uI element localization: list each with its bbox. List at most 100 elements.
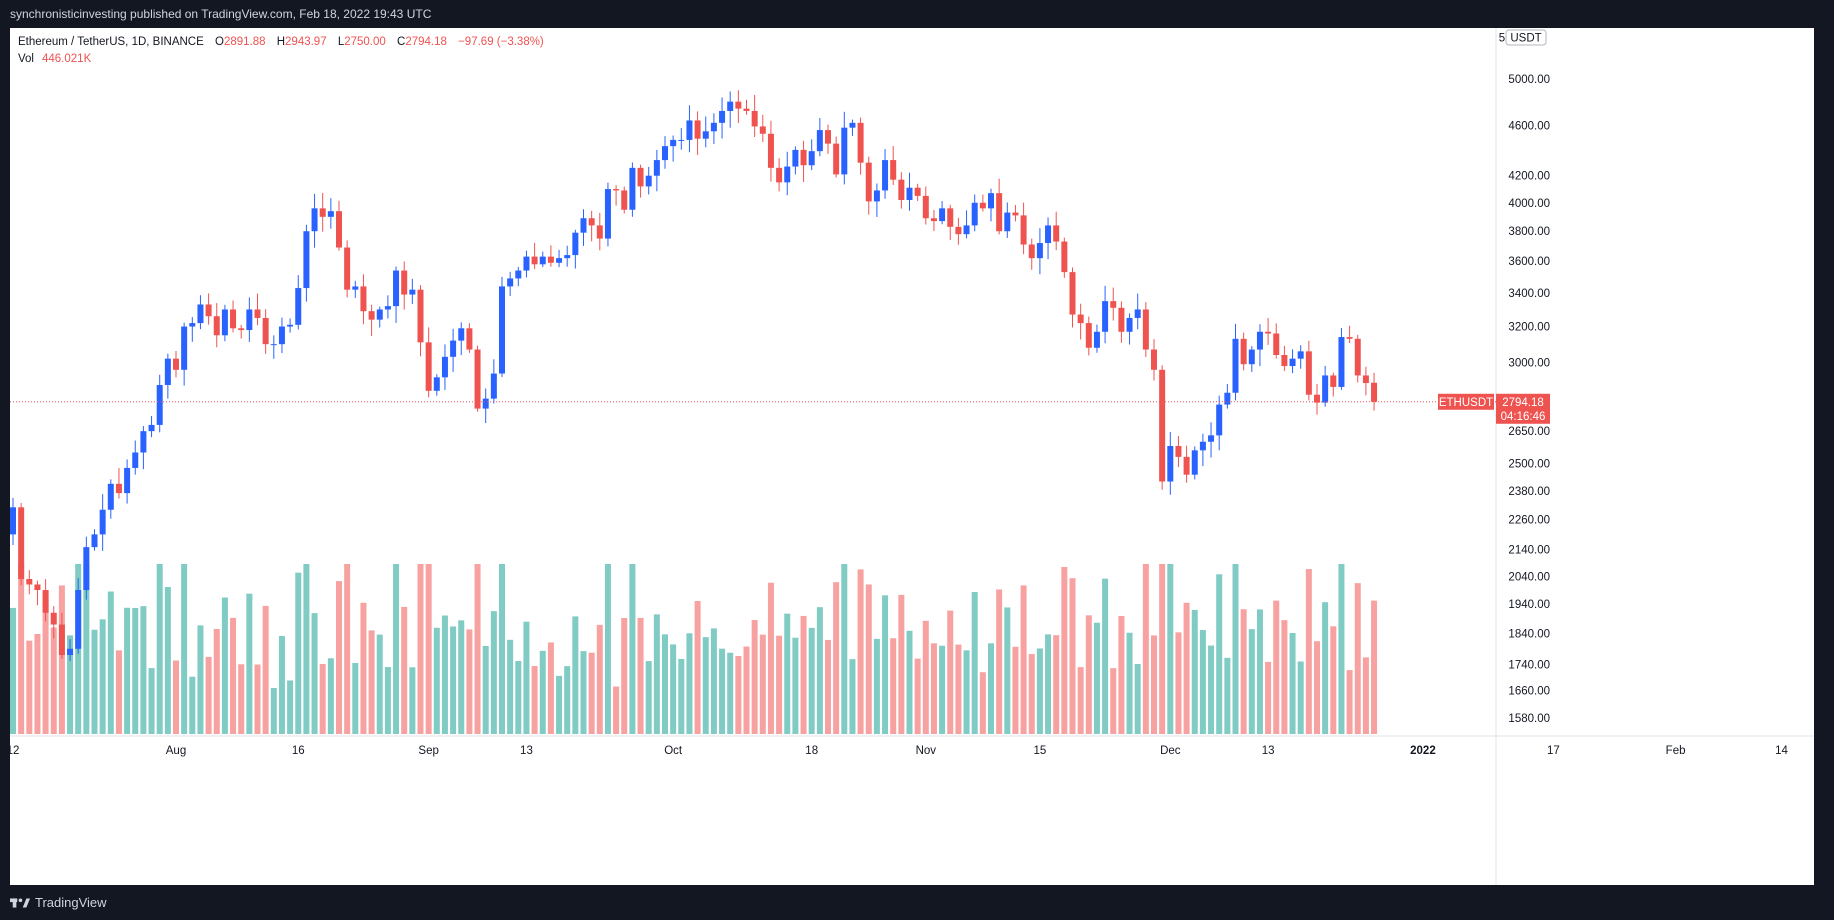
candle-body[interactable] xyxy=(930,218,937,222)
candle-body[interactable] xyxy=(1305,351,1312,395)
candle-body[interactable] xyxy=(262,317,269,345)
candle-body[interactable] xyxy=(327,211,334,217)
candle-body[interactable] xyxy=(955,226,962,235)
currency-badge[interactable] xyxy=(1505,29,1547,46)
candle-body[interactable] xyxy=(882,160,889,191)
candle-body[interactable] xyxy=(1208,435,1215,442)
candle-body[interactable] xyxy=(311,208,318,232)
candle-body[interactable] xyxy=(784,166,791,183)
candle-body[interactable] xyxy=(1289,358,1296,367)
candle-body[interactable] xyxy=(588,218,595,226)
candle-body[interactable] xyxy=(670,139,677,147)
candle-body[interactable] xyxy=(1322,375,1329,403)
candle-body[interactable] xyxy=(1159,369,1166,482)
candle-body[interactable] xyxy=(547,256,554,263)
candle-body[interactable] xyxy=(751,110,758,127)
candle-body[interactable] xyxy=(1281,354,1288,367)
candle-body[interactable] xyxy=(107,483,114,510)
candle-body[interactable] xyxy=(499,286,505,374)
candle-body[interactable] xyxy=(1045,225,1052,244)
candle-body[interactable] xyxy=(979,202,986,209)
candle-body[interactable] xyxy=(164,358,171,385)
candle-body[interactable] xyxy=(34,584,41,591)
candle-body[interactable] xyxy=(1020,215,1027,245)
candle-body[interactable] xyxy=(922,195,929,219)
candle-body[interactable] xyxy=(759,126,766,134)
candle-body[interactable] xyxy=(816,130,823,152)
candle-body[interactable] xyxy=(1167,446,1174,482)
candlestick-chart[interactable]: USDT 5 1580.00 1660.00 1740.00 1840.00 1940.00… xyxy=(10,28,1814,885)
candle-body[interactable] xyxy=(270,344,277,346)
candle-body[interactable] xyxy=(939,208,946,222)
candle-body[interactable] xyxy=(181,326,188,370)
candle-body[interactable] xyxy=(360,286,367,312)
candle-body[interactable] xyxy=(523,256,530,271)
candle-body[interactable] xyxy=(613,189,620,191)
candle-body[interactable] xyxy=(295,288,302,325)
candle-body[interactable] xyxy=(1216,404,1223,436)
candle-body[interactable] xyxy=(409,289,416,295)
candle-body[interactable] xyxy=(515,270,522,279)
candle-body[interactable] xyxy=(254,309,261,318)
candle-body[interactable] xyxy=(1199,441,1206,451)
candle-body[interactable] xyxy=(368,311,375,320)
candle-body[interactable] xyxy=(963,225,970,235)
candle-body[interactable] xyxy=(1362,375,1369,384)
candle-body[interactable] xyxy=(1224,392,1231,405)
candle-body[interactable] xyxy=(1077,314,1084,324)
candle-body[interactable] xyxy=(906,187,913,201)
candle-body[interactable] xyxy=(50,612,57,625)
candle-body[interactable] xyxy=(531,256,538,265)
candle-body[interactable] xyxy=(719,110,726,123)
candle-body[interactable] xyxy=(441,356,448,378)
candle-body[interactable] xyxy=(1240,338,1247,365)
candle-body[interactable] xyxy=(662,146,668,161)
candle-body[interactable] xyxy=(539,256,546,265)
candle-body[interactable] xyxy=(156,384,163,425)
candle-body[interactable] xyxy=(238,328,245,331)
candle-body[interactable] xyxy=(132,452,139,468)
candle-body[interactable] xyxy=(1061,241,1068,273)
candle-body[interactable] xyxy=(1265,331,1272,334)
candle-body[interactable] xyxy=(1102,301,1109,332)
candle-body[interactable] xyxy=(637,167,644,187)
candle-body[interactable] xyxy=(1183,456,1190,475)
candle-body[interactable] xyxy=(849,122,856,128)
candle-body[interactable] xyxy=(808,151,815,166)
candle-body[interactable] xyxy=(792,149,799,167)
candle-body[interactable] xyxy=(914,187,921,196)
candle-body[interactable] xyxy=(1256,331,1263,350)
candle-body[interactable] xyxy=(384,306,391,310)
candle-body[interactable] xyxy=(1036,243,1043,259)
candle-body[interactable] xyxy=(319,208,326,217)
candle-body[interactable] xyxy=(376,309,383,320)
chart-panel[interactable]: USDT 5 1580.00 1660.00 1740.00 1840.00 1940.00… xyxy=(10,28,1814,885)
candle-body[interactable] xyxy=(1314,394,1320,403)
candle-body[interactable] xyxy=(678,139,685,141)
candle-body[interactable] xyxy=(776,167,783,183)
candle-body[interactable] xyxy=(1151,349,1157,370)
candle-body[interactable] xyxy=(393,270,400,307)
candle-body[interactable] xyxy=(1346,337,1353,339)
candle-body[interactable] xyxy=(115,483,122,494)
candle-body[interactable] xyxy=(604,189,611,239)
candle-body[interactable] xyxy=(213,316,220,336)
candle-body[interactable] xyxy=(857,122,864,163)
candle-body[interactable] xyxy=(996,193,1003,232)
candle-body[interactable] xyxy=(1330,375,1337,387)
candle-body[interactable] xyxy=(42,590,49,613)
candle-body[interactable] xyxy=(1069,272,1076,315)
candle-body[interactable] xyxy=(91,534,98,548)
candle-body[interactable] xyxy=(1053,225,1060,242)
candle-body[interactable] xyxy=(735,101,742,109)
candle-body[interactable] xyxy=(653,160,660,176)
candle-body[interactable] xyxy=(988,193,994,209)
candle-body[interactable] xyxy=(124,467,131,494)
candle-body[interactable] xyxy=(800,149,807,166)
candle-body[interactable] xyxy=(425,342,432,391)
candle-body[interactable] xyxy=(189,323,196,327)
candle-body[interactable] xyxy=(865,162,872,202)
candle-body[interactable] xyxy=(230,309,237,329)
candle-body[interactable] xyxy=(417,289,424,343)
candle-body[interactable] xyxy=(1248,349,1255,365)
